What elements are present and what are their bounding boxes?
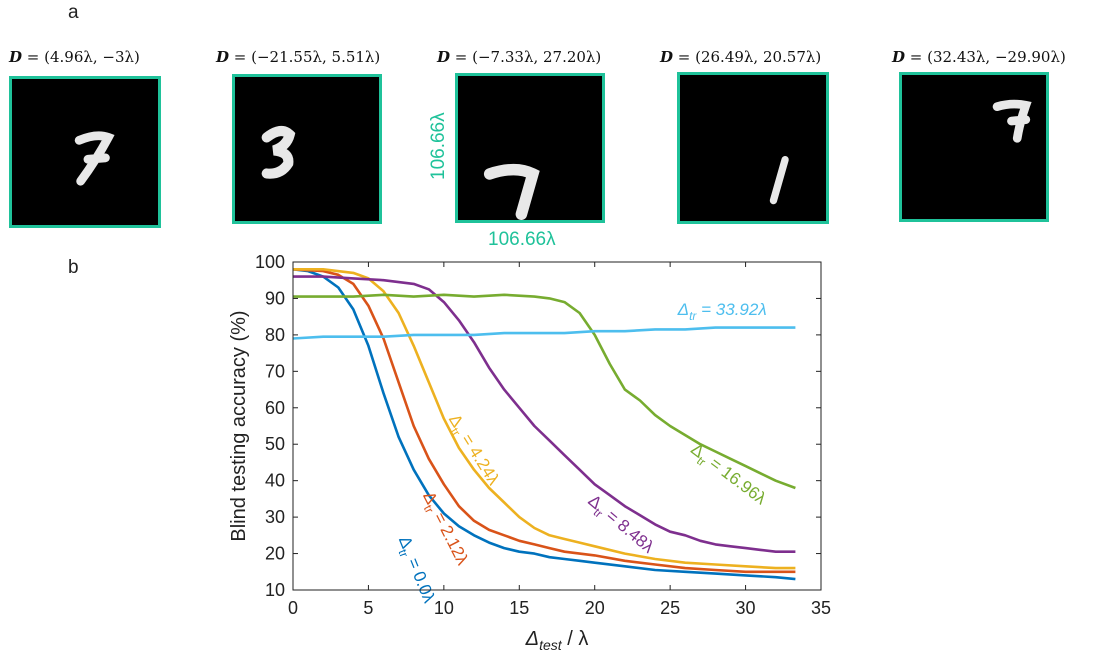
y-tick-label: 40 bbox=[265, 471, 285, 491]
series-line bbox=[292, 326, 796, 340]
tile-coords: = (−21.55λ, 5.51λ) bbox=[229, 48, 381, 66]
y-tick-label: 30 bbox=[265, 507, 285, 527]
y-tick-label: 70 bbox=[265, 361, 285, 381]
y-tick-label: 10 bbox=[265, 580, 285, 600]
tile-width-label: 106.66λ bbox=[488, 229, 556, 250]
digit-seven-image bbox=[483, 163, 540, 220]
y-tick-label: 80 bbox=[265, 325, 285, 345]
mnist-tile-2 bbox=[232, 74, 382, 224]
y-tick-label: 50 bbox=[265, 434, 285, 454]
y-axis-label: Blind testing accuracy (%) bbox=[228, 310, 250, 541]
digit-one-image bbox=[769, 156, 789, 205]
tile-coords: = (32.43λ, −29.90λ) bbox=[905, 48, 1066, 66]
series-line bbox=[293, 275, 796, 553]
series-label: Δtr = 33.92λ bbox=[677, 300, 767, 323]
tile-label-4: D = (26.49λ, 20.57λ) bbox=[660, 48, 821, 66]
d-symbol: D bbox=[216, 48, 230, 66]
panel-label-a: a bbox=[68, 2, 79, 23]
tile-coords: = (4.96λ, −3λ) bbox=[22, 48, 140, 66]
series-line bbox=[292, 268, 796, 581]
panel-label-b: b bbox=[68, 257, 79, 278]
y-tick-label: 90 bbox=[265, 288, 285, 308]
d-symbol: D bbox=[9, 48, 23, 66]
series-label: Δtr = 0.0λ bbox=[391, 533, 439, 607]
tile-label-3: D = (−7.33λ, 27.20λ) bbox=[437, 48, 601, 66]
digit-three-image bbox=[261, 125, 296, 179]
d-symbol: D bbox=[660, 48, 674, 66]
x-tick-label: 15 bbox=[509, 598, 529, 618]
tile-label-2: D = (−21.55λ, 5.51λ) bbox=[216, 48, 380, 66]
mnist-tile-1 bbox=[9, 76, 161, 228]
mnist-tile-4 bbox=[677, 72, 829, 224]
series-line bbox=[293, 293, 796, 490]
x-tick-label: 0 bbox=[288, 598, 298, 618]
series-line bbox=[292, 268, 796, 574]
mnist-tile-5 bbox=[899, 72, 1049, 222]
d-symbol: D bbox=[892, 48, 906, 66]
x-tick-label: 10 bbox=[434, 598, 454, 618]
tile-label-1: D = (4.96λ, −3λ) bbox=[9, 48, 140, 66]
digit-seven-image bbox=[992, 99, 1032, 143]
x-tick-label: 20 bbox=[585, 598, 605, 618]
digit-seven-image bbox=[74, 131, 115, 186]
d-symbol: D bbox=[437, 48, 451, 66]
tile-coords: = (−7.33λ, 27.20λ) bbox=[450, 48, 602, 66]
x-tick-label: 30 bbox=[736, 598, 756, 618]
x-tick-label: 35 bbox=[811, 598, 831, 618]
x-axis-label: Δtest / λ bbox=[525, 628, 589, 653]
y-tick-label: 100 bbox=[255, 252, 285, 272]
tile-coords: = (26.49λ, 20.57λ) bbox=[673, 48, 822, 66]
plot-frame bbox=[292, 261, 822, 591]
mnist-tile-3 bbox=[455, 73, 605, 223]
tile-label-5: D = (32.43λ, −29.90λ) bbox=[892, 48, 1066, 66]
series-label: Δtr = 4.24λ bbox=[442, 411, 504, 491]
y-tick-label: 60 bbox=[265, 398, 285, 418]
y-tick-label: 20 bbox=[265, 544, 285, 564]
series-label: Δtr = 16.96λ bbox=[685, 440, 770, 512]
x-tick-label: 25 bbox=[660, 598, 680, 618]
x-tick-label: 5 bbox=[363, 598, 373, 618]
